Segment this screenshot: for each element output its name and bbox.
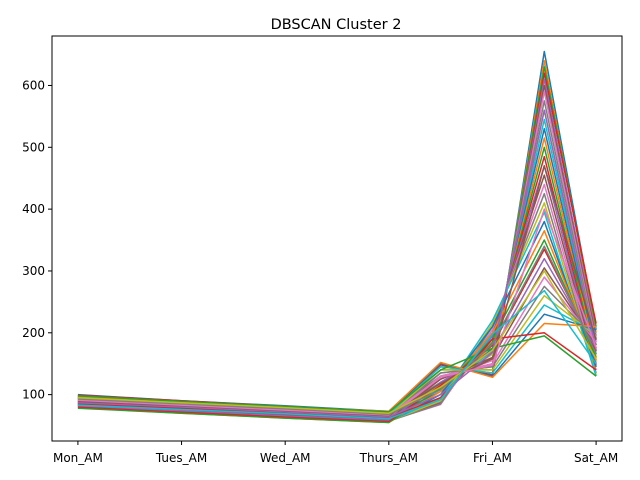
y-tick-label: 500 (22, 140, 45, 154)
x-tick-label: Tues_AM (155, 451, 207, 465)
x-axis-ticks: Mon_AM Tues_AM Wed_AM Thurs_AM Fri_AM Sat_AM (53, 441, 618, 465)
series-line (77, 289, 597, 420)
chart-title: DBSCAN Cluster 2 (271, 17, 402, 33)
series-line (77, 208, 597, 416)
y-axis-ticks: 100 200 300 400 500 600 (22, 78, 52, 402)
y-tick-label: 200 (22, 326, 45, 340)
series-line (77, 109, 597, 418)
y-tick-label: 100 (22, 388, 45, 402)
series-line (77, 270, 597, 414)
x-tick-label: Wed_AM (260, 451, 311, 465)
x-tick-label: Sat_AM (574, 451, 618, 465)
x-tick-label: Thurs_AM (359, 451, 418, 465)
plot-frame (51, 35, 623, 442)
y-tick-label: 400 (22, 202, 45, 216)
y-tick-label: 600 (22, 78, 45, 92)
series-line (77, 332, 597, 419)
series-line (77, 245, 597, 416)
series-line (77, 335, 597, 413)
series-line (77, 257, 597, 421)
series-line (77, 248, 597, 422)
x-tick-label: Mon_AM (53, 451, 103, 465)
x-tick-label: Fri_AM (473, 451, 512, 465)
series-group (77, 50, 597, 424)
y-tick-label: 300 (22, 264, 45, 278)
